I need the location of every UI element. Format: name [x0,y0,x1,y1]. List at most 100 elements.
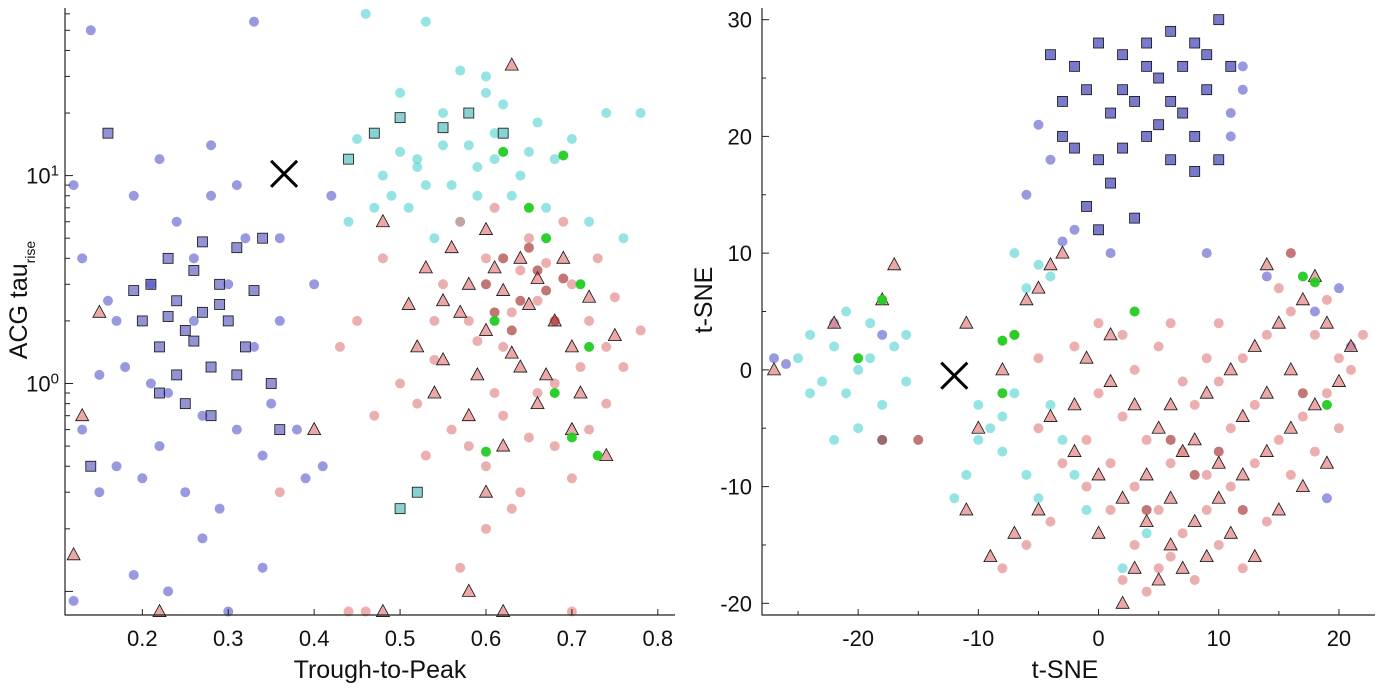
data-point [214,278,226,290]
data-point [841,306,852,317]
data-point [530,395,545,410]
data-point [343,153,354,165]
data-point [913,434,924,445]
data-point [1237,84,1248,95]
data-point [240,233,251,244]
left-series-narrow-blue-squares [85,127,286,472]
data-point [1141,504,1152,515]
data-point [472,190,483,201]
y-tick-label: -20 [720,591,752,616]
data-point [231,242,243,254]
data-point [1081,481,1092,492]
y-tick-exponent: 1 [51,162,59,179]
data-point [1273,434,1284,445]
data-point [1057,131,1068,142]
data-point [1249,399,1260,410]
left-series-green [480,146,603,461]
data-point [601,108,612,119]
data-point [584,216,595,227]
data-point [558,150,569,161]
data-point [1093,224,1104,236]
y-tick-exponent: 0 [51,370,59,387]
data-point [549,388,560,399]
data-point [1235,467,1250,481]
data-point [549,315,560,326]
data-point [478,322,494,336]
data-point [1069,341,1080,352]
data-point [1309,306,1320,317]
data-point [584,315,595,326]
data-point [1033,493,1044,504]
x-tick-label: 20 [1327,626,1351,651]
data-point [1117,329,1128,340]
data-point [523,242,534,253]
y-tick-label: 30 [728,8,752,33]
data-point [411,486,423,498]
data-point [85,25,96,36]
data-point [877,329,888,340]
data-point [128,285,140,296]
data-point [1163,397,1178,411]
data-point [274,487,285,498]
data-point [1213,446,1224,457]
left-series-wide-dark-red [480,242,569,336]
data-point [599,447,614,461]
data-point [437,122,449,134]
data-point [1081,84,1092,96]
data-point [478,221,494,235]
data-point [111,315,122,326]
data-point [171,369,183,381]
data-point [401,296,416,310]
data-point [592,253,603,264]
right-series-wide-dark-red [877,248,1308,515]
data-point [137,473,148,484]
y-tick-label: 100 [26,370,59,397]
data-point [478,484,494,498]
data-point [377,170,388,181]
data-point [515,265,526,276]
y-tick-base: 10 [26,372,50,397]
data-point [1117,142,1128,154]
data-point [461,276,476,290]
data-point [1067,443,1082,457]
data-point [463,441,474,452]
data-point [1091,467,1106,481]
data-point [1105,458,1116,469]
right-series-green [853,271,1332,410]
data-point [438,279,449,290]
data-point [1033,353,1044,364]
data-point [66,546,81,561]
data-point [1151,420,1166,434]
left-cross-marker [270,159,299,188]
data-point [231,424,242,435]
data-point [180,487,191,498]
data-point [607,327,623,341]
data-point [77,424,88,435]
data-point [1129,212,1141,224]
data-point [1285,248,1296,259]
right-series-wide-red-circles [997,283,1368,597]
data-point [111,461,122,472]
data-point [154,441,165,452]
data-point [1139,513,1154,528]
data-point [558,273,569,284]
data-point [75,407,90,422]
data-point [635,325,646,336]
data-point [1259,443,1274,457]
data-point [1357,329,1368,340]
data-point [1009,329,1020,340]
data-point [523,233,534,244]
data-point [1175,560,1190,574]
x-tick-label: 0 [1092,626,1104,651]
data-point [326,190,337,201]
data-point [162,311,174,322]
data-point [1283,362,1299,376]
data-point [618,362,629,373]
data-point [1105,107,1116,119]
data-point [515,295,526,306]
data-point [352,315,363,326]
left-y-ticks: 10 1 100 [26,13,73,592]
data-point [472,161,483,172]
data-point [1069,224,1080,235]
data-point [853,353,864,364]
